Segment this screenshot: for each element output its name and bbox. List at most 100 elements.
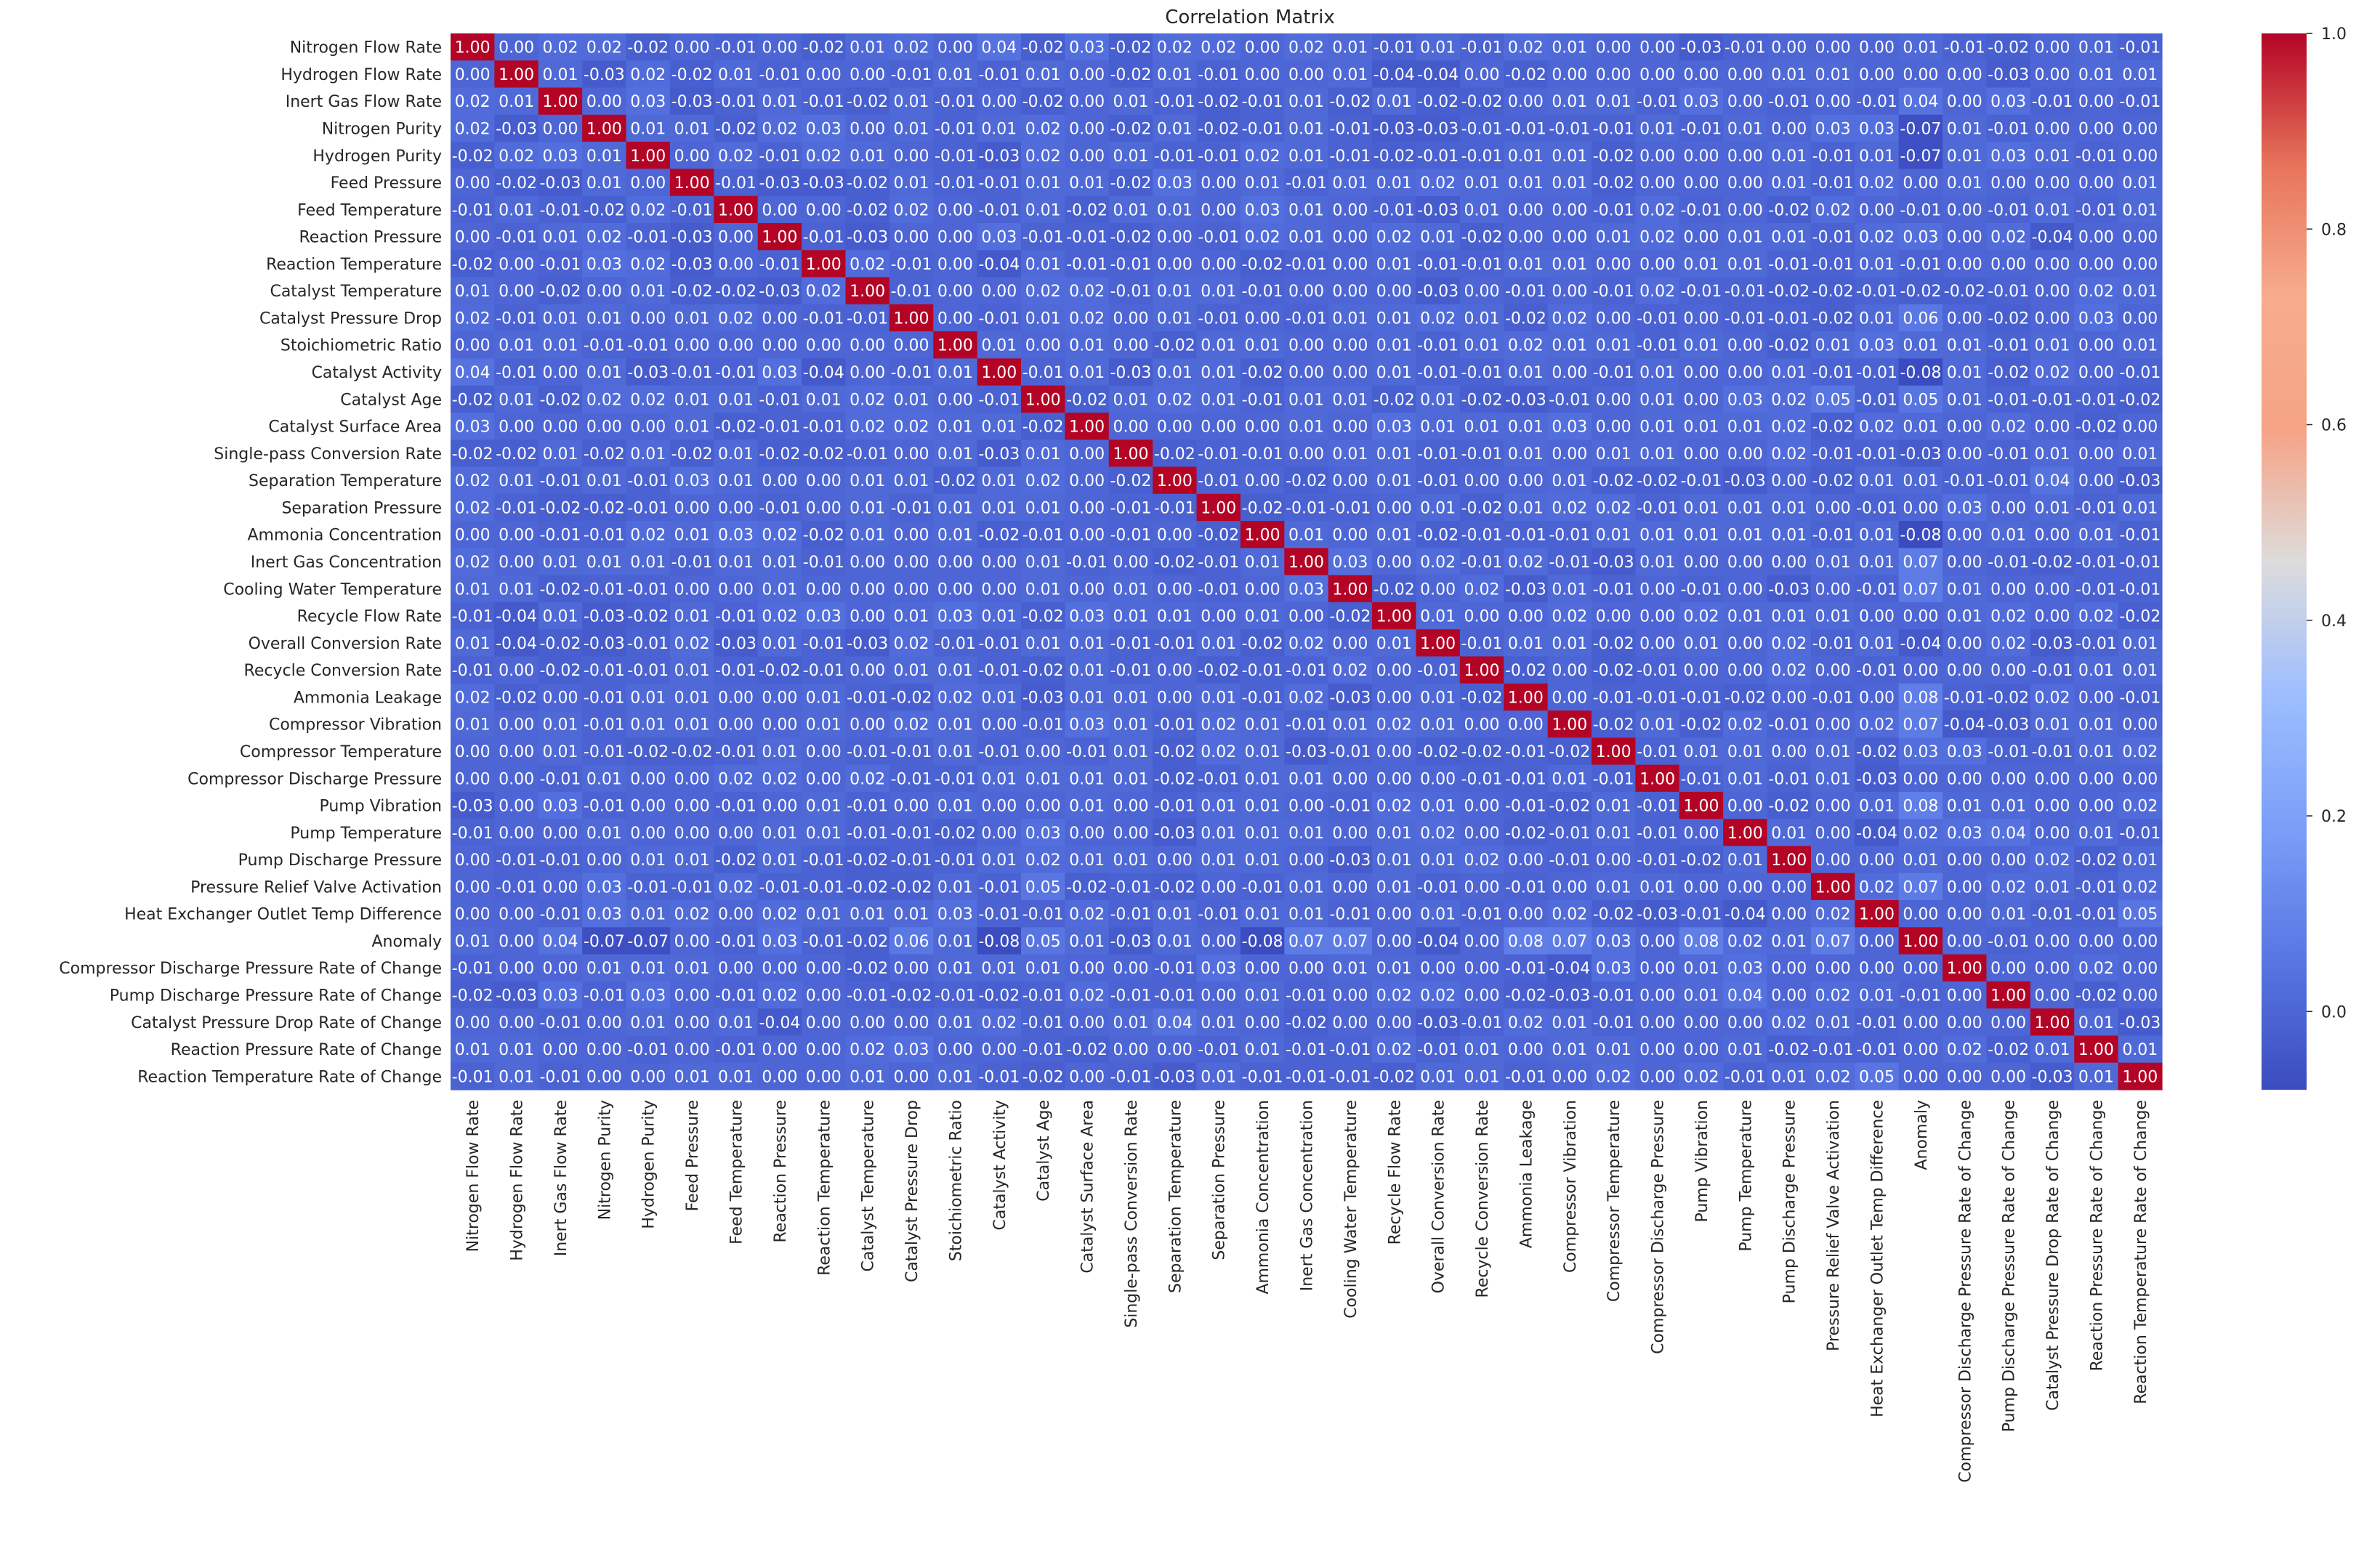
heatmap-cell — [933, 412, 978, 440]
cell-value-label: 0.00 — [1288, 337, 1324, 355]
cell-value-label: 0.01 — [1508, 364, 1544, 382]
cell-value-label: 0.00 — [1903, 960, 1938, 978]
heatmap-cell — [2118, 222, 2163, 251]
cell-value-label: 0.01 — [894, 608, 929, 626]
cell-value-label: -0.01 — [1198, 580, 1239, 599]
cell-value-label: 0.01 — [894, 906, 929, 924]
cell-value-label: 0.00 — [718, 256, 754, 274]
cell-value-label: 0.02 — [850, 1041, 885, 1059]
heatmap-cell — [582, 493, 627, 522]
heatmap-cell — [1855, 602, 1900, 630]
cell-value-label: -0.03 — [671, 93, 713, 111]
cell-value-label: 0.00 — [1947, 770, 1982, 788]
cell-value-label: 0.01 — [1288, 201, 1324, 219]
cell-value-label: 0.00 — [1771, 39, 1807, 57]
cell-value-label: 0.01 — [1376, 364, 1412, 382]
cell-value-label: 0.00 — [1815, 851, 1851, 870]
cell-value-label: -0.01 — [1417, 445, 1459, 464]
cell-value-label: -0.01 — [1242, 878, 1283, 897]
cell-value-label: 0.00 — [762, 960, 797, 978]
heatmap-cell — [714, 277, 759, 305]
cell-value-label: -0.01 — [803, 309, 844, 328]
heatmap-cell — [1284, 60, 1329, 89]
heatmap-cell — [1810, 575, 1855, 603]
cell-value-label: -0.01 — [627, 229, 669, 247]
cell-value-label: -0.01 — [1812, 1041, 1854, 1059]
cell-value-label: 1.00 — [455, 39, 491, 57]
cell-value-label: -0.01 — [1110, 527, 1151, 545]
cell-value-label: 0.01 — [1069, 689, 1105, 707]
cell-value-label: 0.00 — [499, 283, 534, 301]
heatmap-cell — [1153, 114, 1198, 142]
cell-value-label: -0.01 — [1768, 93, 1810, 111]
heatmap-cell — [1723, 629, 1768, 657]
heatmap-cell — [1372, 548, 1417, 576]
cell-value-label: 0.00 — [455, 1014, 491, 1032]
heatmap-cell — [1372, 521, 1417, 549]
x-tick-label: Pump Discharge Pressure — [1781, 1100, 1799, 1303]
heatmap-cell — [1372, 466, 1417, 495]
cell-value-label: 0.00 — [1771, 878, 1807, 897]
cell-value-label: 0.02 — [1859, 716, 1895, 734]
y-tick-label: Catalyst Activity — [312, 364, 442, 382]
heatmap-cell — [1767, 250, 1812, 278]
heatmap-cell — [1108, 575, 1153, 603]
cell-value-label: -0.01 — [1461, 906, 1503, 924]
heatmap-cell — [582, 250, 627, 278]
cell-value-label: 0.02 — [1771, 418, 1807, 437]
cell-value-label: -0.01 — [2076, 147, 2117, 166]
cell-value-label: 0.01 — [1596, 798, 1631, 816]
heatmap-cell — [714, 656, 759, 684]
heatmap-cell — [669, 493, 714, 522]
cell-value-label: -0.01 — [1286, 1068, 1327, 1086]
heatmap-cell — [1196, 656, 1241, 684]
cell-value-label: -0.02 — [1154, 770, 1195, 788]
cell-value-label: 0.00 — [1332, 527, 1368, 545]
cell-value-label: 0.03 — [1903, 743, 1938, 761]
heatmap-cell — [2118, 521, 2163, 549]
cell-value-label: 0.01 — [1508, 174, 1544, 193]
heatmap-cell — [1723, 575, 1768, 603]
cell-value-label: 0.01 — [1420, 608, 1456, 626]
cell-value-label: -0.01 — [803, 878, 844, 897]
heatmap-cell — [1240, 575, 1285, 603]
heatmap-cell — [1328, 521, 1373, 549]
heatmap-cell — [1810, 358, 1855, 386]
cell-value-label: 0.01 — [1376, 337, 1412, 355]
y-tick-label: Feed Pressure — [331, 174, 442, 193]
cell-value-label: 0.00 — [1376, 662, 1412, 680]
cell-value-label: 0.01 — [1552, 635, 1587, 653]
cell-value-label: 0.00 — [1947, 309, 1982, 328]
heatmap-cell — [2118, 60, 2163, 89]
heatmap-cell — [845, 142, 890, 170]
cell-value-label: -0.02 — [1329, 608, 1371, 626]
cell-value-label: 0.01 — [1727, 256, 1763, 274]
heatmap-cell — [451, 114, 495, 142]
heatmap-cell — [1284, 33, 1329, 61]
cell-value-label: 0.01 — [1069, 662, 1105, 680]
cell-value-label: 0.00 — [455, 527, 491, 545]
cell-value-label: -0.01 — [803, 635, 844, 653]
cell-value-label: -0.01 — [584, 662, 625, 680]
cell-value-label: 0.00 — [1464, 716, 1500, 734]
cell-value-label: 0.01 — [1947, 798, 1982, 816]
heatmap-cell — [845, 331, 890, 359]
heatmap-cell — [933, 440, 978, 468]
cell-value-label: 0.01 — [586, 147, 622, 166]
heatmap-cell — [669, 277, 714, 305]
cell-value-label: 0.00 — [2035, 825, 2070, 843]
cell-value-label: 0.02 — [455, 309, 491, 328]
heatmap-cell — [626, 114, 671, 142]
heatmap-cell — [1196, 222, 1241, 251]
heatmap-cell — [1547, 250, 1592, 278]
cell-value-label: -0.02 — [1988, 364, 2029, 382]
cell-value-label: 0.02 — [762, 770, 797, 788]
heatmap-cell — [1065, 385, 1110, 413]
heatmap-cell — [1108, 493, 1153, 522]
heatmap-cell — [1459, 87, 1504, 116]
cell-value-label: -0.03 — [2119, 472, 2161, 490]
heatmap-cell — [1943, 656, 1988, 684]
cell-value-label: -0.01 — [671, 878, 713, 897]
cell-value-label: 0.01 — [674, 851, 710, 870]
cell-value-label: -0.01 — [584, 527, 625, 545]
